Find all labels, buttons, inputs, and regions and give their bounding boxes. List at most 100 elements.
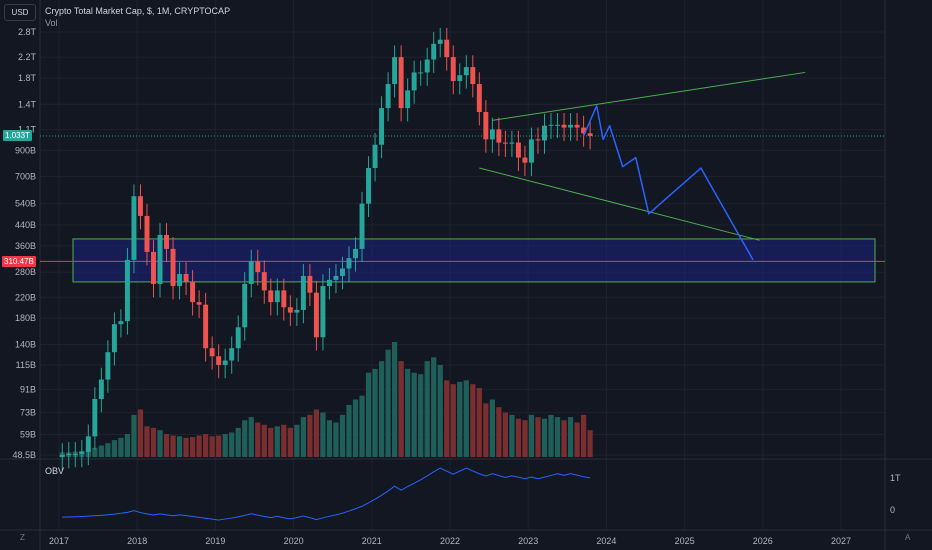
time-tick-label: 2026 (753, 536, 773, 546)
candle (105, 340, 111, 393)
candle (248, 249, 254, 298)
candle (411, 60, 417, 104)
candle (294, 298, 300, 326)
volume-bar (111, 440, 117, 457)
candle (170, 237, 176, 300)
candle (137, 184, 143, 230)
volume-bar (457, 381, 463, 457)
volume-bar (183, 437, 189, 457)
timezone-icon[interactable]: Z (20, 533, 25, 542)
upper-trendline[interactable] (492, 71, 806, 121)
volume-bar (515, 418, 522, 457)
volume-bar (248, 417, 254, 457)
auto-scale-button[interactable]: A (905, 533, 911, 542)
candle (235, 315, 241, 362)
volume-bar (163, 434, 170, 457)
volume-bar (502, 412, 508, 457)
support-price-tag: 310.47B (2, 256, 36, 267)
obv-tick-label: 1T (890, 473, 901, 483)
candle (470, 55, 476, 98)
volume-bar (496, 407, 502, 457)
projection-path[interactable] (582, 105, 754, 261)
time-tick-label: 2024 (596, 536, 616, 546)
volume-bar (170, 435, 176, 457)
price-tick-label: 440B (15, 220, 36, 230)
volume-bar (124, 434, 131, 457)
candle (444, 27, 450, 71)
candle (268, 278, 274, 316)
candle (489, 117, 495, 153)
candle (313, 280, 319, 351)
volume-bar (580, 414, 587, 457)
candle (274, 278, 280, 316)
volume-bar (313, 409, 320, 457)
volume-bar (92, 447, 98, 457)
volume-bar (587, 430, 593, 457)
candle (229, 336, 235, 374)
volume-label: Vol (45, 18, 58, 28)
volume-bar (339, 414, 346, 457)
volume-bar (444, 380, 450, 457)
candle (157, 223, 163, 298)
volume-bar (203, 434, 209, 457)
volume-bar (385, 349, 391, 457)
time-tick-label: 2025 (675, 536, 695, 546)
candlesticks (59, 27, 593, 471)
volume-bar (535, 417, 541, 457)
unit-selector-button[interactable]: USD (4, 4, 36, 21)
volume-bar (522, 420, 528, 457)
volume-bar (98, 445, 104, 457)
price-tick-label: 1.8T (18, 73, 37, 83)
volume-bar (574, 422, 580, 457)
volume-bar (483, 403, 489, 457)
price-tick-label: 140B (15, 339, 36, 349)
time-tick-label: 2018 (127, 536, 147, 546)
candle (164, 223, 170, 263)
symbol-title: Crypto Total Market Cap, $, 1M, CRYPTOCA… (45, 6, 231, 16)
candle (366, 156, 372, 217)
candle (405, 78, 411, 122)
price-axis: 2.8T 2.2T 1.8T 1.4T 1.1T 900B 700B 540B 440B 360B… (12, 27, 36, 460)
price-tick-label: 91B (20, 384, 36, 394)
candle (392, 45, 398, 98)
candle (131, 184, 137, 274)
time-axis: 2017 2018 2019 2020 2021 2022 2023 2024 2025 2026… (49, 536, 851, 546)
candle (574, 112, 580, 141)
volume-bar (320, 412, 326, 457)
volume-bar (150, 427, 157, 457)
candle (320, 274, 326, 351)
candle (587, 121, 593, 150)
candle (372, 132, 378, 182)
candle (379, 96, 385, 159)
volume-bar (561, 420, 567, 457)
candle (255, 249, 261, 286)
volume-bar (326, 420, 333, 457)
candle (326, 268, 332, 300)
volume-bar (392, 342, 398, 457)
price-tick-label: 1.4T (18, 99, 37, 109)
candle (555, 112, 561, 139)
price-tick-label: 73B (20, 407, 36, 417)
volume-bar (365, 372, 372, 457)
candle (398, 45, 404, 122)
lower-trendline[interactable] (479, 167, 760, 241)
candle (515, 130, 521, 171)
candle (548, 112, 554, 140)
candle (535, 127, 541, 154)
candle (144, 204, 150, 266)
price-tick-label: 115B (16, 360, 36, 370)
volume-bar (359, 395, 365, 457)
price-tick-label: 540B (15, 199, 36, 209)
volume-bar (509, 414, 515, 457)
obv-tick-label: 0 (890, 505, 895, 515)
volume-bar (176, 436, 183, 457)
time-tick-label: 2027 (831, 536, 851, 546)
candle (196, 290, 202, 318)
volume-bar (137, 409, 144, 457)
candle (333, 264, 339, 294)
price-tick-label: 360B (15, 241, 36, 251)
candle (496, 117, 502, 156)
volume-bar (431, 357, 437, 457)
volume-bar (463, 380, 469, 457)
